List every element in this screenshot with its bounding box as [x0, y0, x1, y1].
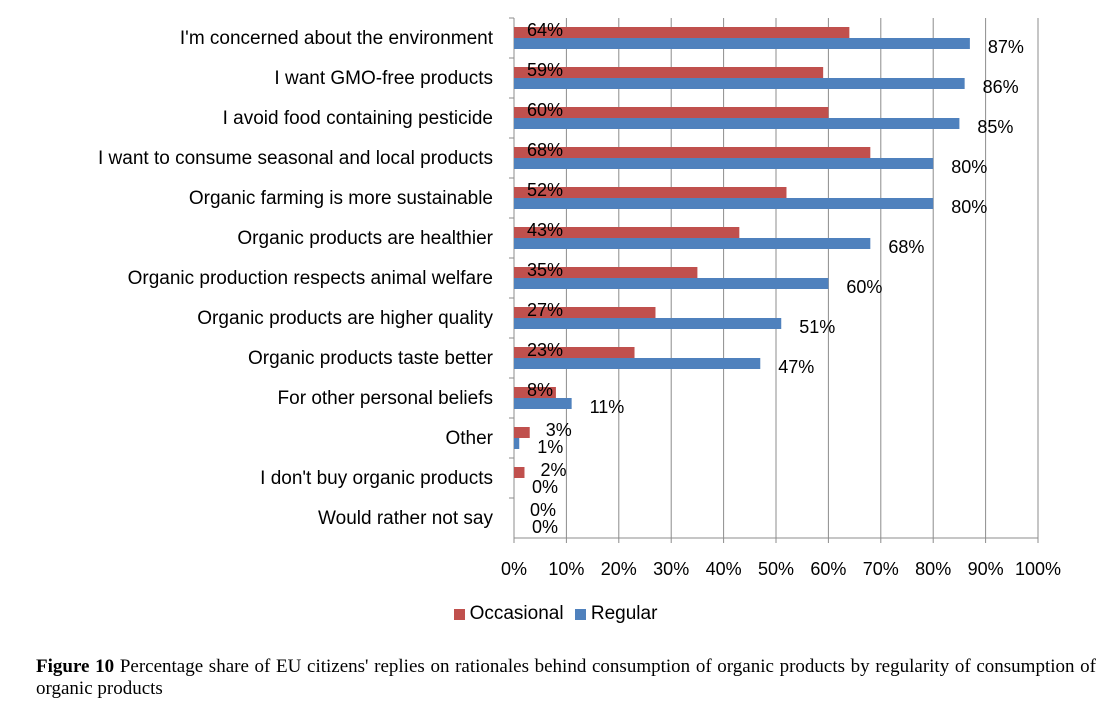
bar-occasional — [514, 67, 824, 78]
legend-label-occasional: Occasional — [469, 603, 564, 624]
bar-regular — [514, 78, 965, 89]
bar-regular — [514, 118, 960, 129]
legend-item-occasional: Occasional — [453, 603, 564, 625]
data-label-occasional: 60% — [527, 100, 563, 120]
caption-label: Figure 10 — [36, 656, 115, 677]
x-tick-label: 40% — [706, 559, 742, 579]
data-label-occasional: 64% — [527, 20, 563, 40]
x-tick-label: 70% — [863, 559, 899, 579]
data-label-occasional: 35% — [527, 260, 563, 280]
bar-occasional — [514, 307, 656, 318]
data-label-regular: 47% — [778, 357, 814, 377]
x-tick-label: 10% — [548, 559, 584, 579]
bar-chart: 0% 10% 20% 30% 40% 50% 60% 70% 80% 90% 100% I'm con… — [98, 17, 1061, 579]
category-label: I want GMO-free products — [274, 68, 493, 89]
bar-occasional — [514, 347, 635, 358]
x-tick-label: 30% — [653, 559, 689, 579]
category-label: Would rather not say — [318, 508, 493, 529]
bar-regular — [514, 318, 782, 329]
bar-occasional — [514, 27, 850, 38]
data-label-occasional: 0% — [530, 500, 556, 520]
data-label-occasional: 27% — [527, 300, 563, 320]
data-label-occasional: 3% — [546, 420, 572, 440]
legend-item-regular: Regular — [574, 603, 658, 625]
data-label-regular: 80% — [951, 197, 987, 217]
category-label: Organic farming is more sustainable — [189, 188, 493, 209]
data-label-regular: 68% — [888, 237, 924, 257]
data-label-regular: 51% — [799, 317, 835, 337]
category-label: For other personal beliefs — [278, 388, 493, 409]
category-label: Organic products are healthier — [237, 228, 493, 249]
bar-regular — [514, 238, 871, 249]
bar-occasional — [514, 187, 787, 198]
category-label: Organic production respects animal welfa… — [128, 268, 493, 289]
caption-text: Percentage share of EU citizens' replies… — [36, 656, 1096, 699]
category-label: I avoid food containing pesticide — [223, 108, 493, 129]
data-label-regular: 86% — [983, 77, 1019, 97]
bar-occasional — [514, 267, 698, 278]
data-label-occasional: 8% — [527, 380, 553, 400]
bar-regular — [514, 158, 934, 169]
bar-regular — [514, 38, 970, 49]
data-label-occasional: 52% — [527, 180, 563, 200]
data-label-occasional: 68% — [527, 140, 563, 160]
chart-legend: Occasional Regular — [0, 603, 1111, 626]
x-tick-label: 50% — [758, 559, 794, 579]
category-label: Organic products taste better — [248, 348, 494, 369]
category-label: Other — [445, 428, 493, 449]
legend-swatch-regular — [574, 608, 586, 620]
bar-regular — [514, 198, 934, 209]
bar-occasional — [514, 427, 530, 438]
x-tick-label: 80% — [915, 559, 951, 579]
bar-occasional — [514, 467, 525, 478]
data-label-occasional: 2% — [540, 460, 566, 480]
bar-regular — [514, 438, 520, 449]
data-label-occasional: 59% — [527, 60, 563, 80]
x-tick-label: 60% — [810, 559, 846, 579]
data-label-regular: 60% — [846, 277, 882, 297]
legend-swatch-occasional — [453, 608, 465, 620]
x-tick-label: 90% — [968, 559, 1004, 579]
data-label-occasional: 23% — [527, 340, 563, 360]
data-label-regular: 87% — [988, 37, 1024, 57]
bar-regular — [514, 358, 761, 369]
data-label-regular: 1% — [537, 437, 563, 457]
x-tick-label: 20% — [601, 559, 637, 579]
data-label-regular: 11% — [590, 397, 625, 417]
bar-occasional — [514, 107, 829, 118]
chart-svg: 0% 10% 20% 30% 40% 50% 60% 70% 80% 90% 100% I'm con… — [98, 17, 1061, 579]
category-label: Organic products are higher quality — [197, 308, 493, 329]
data-label-regular: 85% — [977, 117, 1013, 137]
bar-occasional — [514, 147, 871, 158]
bar-regular — [514, 278, 829, 289]
category-label: I don't buy organic products — [260, 468, 493, 489]
category-label: I want to consume seasonal and local pro… — [98, 148, 493, 169]
bar-occasional — [514, 387, 556, 398]
category-label: I'm concerned about the environment — [180, 28, 494, 49]
data-label-regular: 0% — [532, 477, 558, 497]
x-tick-label: 0% — [501, 559, 527, 579]
legend-label-regular: Regular — [590, 603, 658, 624]
data-label-regular: 0% — [532, 517, 558, 537]
data-label-regular: 80% — [951, 157, 987, 177]
figure-caption: Figure 10 Percentage share of EU citizen… — [36, 656, 1096, 700]
bar-regular — [514, 398, 572, 409]
bar-occasional — [514, 227, 740, 238]
x-tick-label: 100% — [1015, 559, 1061, 579]
data-label-occasional: 43% — [527, 220, 563, 240]
